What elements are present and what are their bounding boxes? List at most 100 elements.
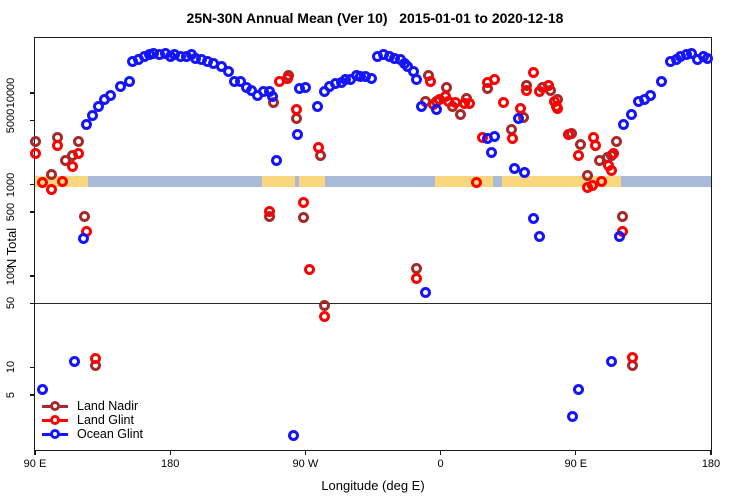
legend-label: Ocean Glint <box>77 427 144 441</box>
legend-item-land-nadir: Land Nadir <box>42 399 143 413</box>
point-ocean-glint <box>528 213 540 225</box>
point-ocean-glint <box>420 286 432 298</box>
x-axis-title: Longitude (deg E) <box>321 478 425 493</box>
point-ocean-glint <box>266 91 278 103</box>
point-ocean-glint <box>77 232 89 244</box>
point-land-nadir <box>298 211 310 223</box>
legend-circle <box>50 429 60 439</box>
point-land-nadir <box>73 135 85 147</box>
point-ocean-glint <box>567 411 579 423</box>
point-ocean-glint <box>645 89 657 101</box>
y-tick-mark <box>29 211 35 213</box>
y-tick-mark <box>29 366 35 368</box>
point-land-nadir <box>582 169 594 181</box>
map-band-segment-land <box>502 175 621 187</box>
point-ocean-glint <box>68 356 80 368</box>
point-land-glint <box>263 205 275 217</box>
point-ocean-glint <box>430 104 442 116</box>
point-land-nadir <box>616 210 628 222</box>
point-ocean-glint <box>606 356 618 368</box>
point-ocean-glint <box>287 430 299 442</box>
point-ocean-glint <box>573 384 585 396</box>
y-tick-label: 500 <box>5 202 17 222</box>
point-ocean-glint <box>80 119 92 131</box>
point-land-glint <box>67 160 79 172</box>
point-land-nadir <box>610 135 622 147</box>
legend-marker-icon <box>42 401 68 412</box>
point-ocean-glint <box>508 163 520 175</box>
y-tick-label: 5000 <box>5 108 17 133</box>
point-ocean-glint <box>625 108 637 120</box>
y-tick-mark <box>29 92 35 94</box>
x-tick-mark <box>575 450 577 455</box>
point-land-glint <box>281 72 293 84</box>
point-land-glint <box>471 176 483 188</box>
legend-item-ocean-glint: Ocean Glint <box>42 427 143 441</box>
map-band-segment-ocean <box>87 175 262 187</box>
x-tick-label: 90 W <box>292 458 319 470</box>
y-tick-mark <box>29 302 35 305</box>
point-land-glint <box>595 175 607 187</box>
x-tick-mark <box>169 450 171 455</box>
y-tick-label: 50 <box>5 297 17 310</box>
point-land-nadir <box>29 135 41 147</box>
point-land-glint <box>586 180 598 192</box>
x-tick-label: 90 E <box>23 458 47 470</box>
map-band-segment-ocean <box>620 175 711 187</box>
legend-label: Land Nadir <box>77 399 139 413</box>
point-ocean-glint <box>92 100 104 112</box>
y-tick-label: 5 <box>5 391 17 398</box>
point-land-glint <box>552 103 564 115</box>
point-ocean-glint <box>271 155 283 167</box>
point-land-glint <box>73 147 85 159</box>
point-land-glint <box>304 263 316 275</box>
point-ocean-glint <box>235 75 247 87</box>
point-land-glint <box>607 147 619 159</box>
point-land-glint <box>52 140 64 152</box>
x-tick-mark <box>34 450 36 455</box>
point-land-nadir <box>441 81 453 93</box>
point-ocean-glint <box>486 146 498 158</box>
point-land-glint <box>489 73 501 85</box>
map-band-segment-land <box>299 175 325 187</box>
point-ocean-glint <box>519 167 531 179</box>
point-ocean-glint <box>655 75 667 87</box>
point-land-glint <box>627 352 639 364</box>
point-ocean-glint <box>37 383 48 395</box>
point-ocean-glint <box>223 66 235 78</box>
point-ocean-glint <box>513 112 525 124</box>
point-land-glint <box>507 132 519 144</box>
point-land-glint <box>520 84 532 96</box>
point-ocean-glint <box>299 81 311 93</box>
point-land-nadir <box>454 108 466 120</box>
point-land-glint <box>29 148 41 160</box>
point-land-nadir <box>574 138 586 150</box>
point-ocean-glint <box>685 47 697 59</box>
map-band-segment-ocean <box>324 175 435 187</box>
legend: Land Nadir Land Glint Ocean Glint <box>42 399 143 441</box>
point-land-nadir <box>46 168 58 180</box>
point-ocean-glint <box>365 72 377 84</box>
point-ocean-glint <box>613 231 625 243</box>
x-tick-label: 180 <box>701 458 721 470</box>
point-land-glint <box>589 140 601 152</box>
point-land-glint <box>46 184 58 196</box>
point-land-glint <box>606 164 618 176</box>
point-ocean-glint <box>618 119 630 131</box>
point-ocean-glint <box>702 52 714 64</box>
point-land-glint <box>543 79 555 91</box>
chart-title: 25N-30N Annual Mean (Ver 10) 2015-01-01 … <box>186 10 564 26</box>
y-tick-mark <box>29 275 35 277</box>
point-land-glint <box>290 104 302 116</box>
point-land-glint <box>319 311 331 323</box>
point-land-glint <box>463 97 475 109</box>
point-ocean-glint <box>124 75 136 87</box>
point-land-nadir <box>319 300 331 312</box>
point-land-glint <box>498 96 510 108</box>
point-land-glint <box>424 75 436 87</box>
point-land-glint <box>411 273 423 285</box>
point-ocean-glint <box>311 100 323 112</box>
point-land-glint <box>89 353 101 365</box>
point-ocean-glint <box>489 130 501 142</box>
